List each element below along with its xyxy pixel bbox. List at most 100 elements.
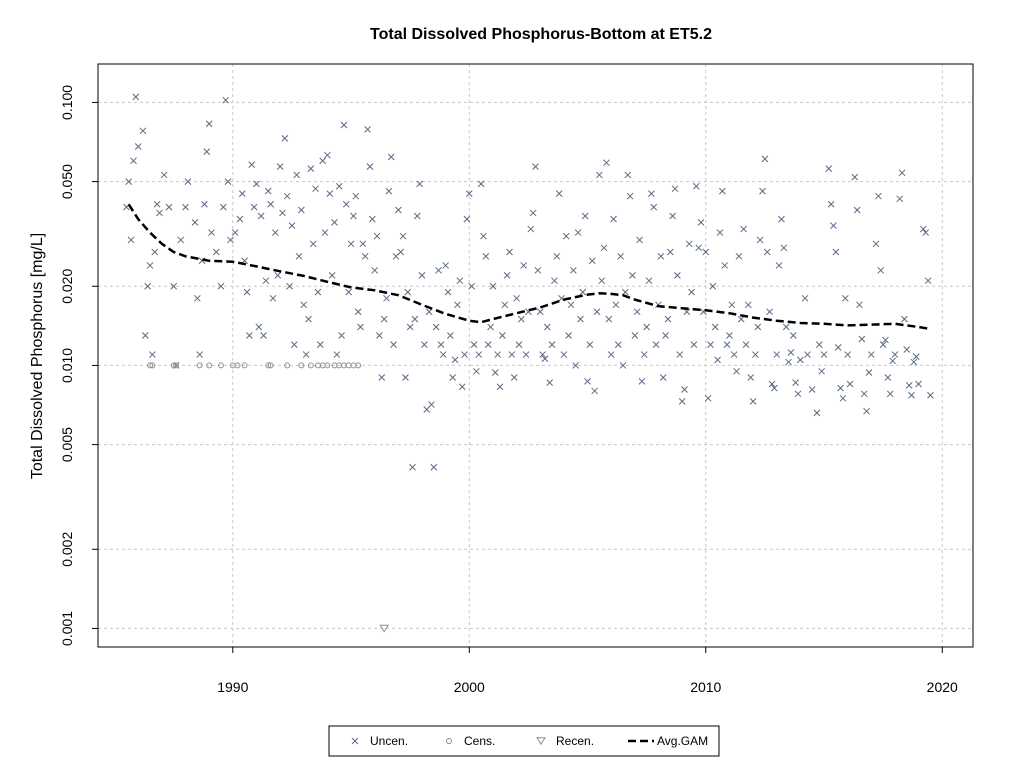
uncensored-point (383, 294, 390, 302)
y-tick-label: 0.005 (59, 427, 75, 462)
uncensored-point (272, 229, 279, 236)
uncensored-point (539, 351, 546, 358)
uncensored-point (444, 288, 452, 296)
uncensored-point (411, 315, 419, 323)
uncensored-point (584, 377, 591, 385)
uncensored-point (494, 351, 502, 358)
uncensored-point (463, 215, 471, 223)
uncensored-point (804, 351, 811, 358)
uncensored-point (775, 262, 783, 269)
uncensored-point (910, 358, 918, 366)
uncensored-point (600, 244, 608, 252)
uncensored-point (468, 282, 476, 290)
uncensored-point (309, 240, 317, 248)
legend: Uncen. Cens. Recen. Avg.GAM (328, 725, 720, 757)
uncensored-point (465, 190, 473, 197)
uncensored-point (759, 187, 766, 195)
uncensored-point (612, 301, 620, 309)
uncensored-point (747, 374, 755, 381)
y-tick-label: 0.050 (59, 164, 75, 199)
uncensored-point (579, 288, 587, 296)
uncensored-point (702, 248, 710, 256)
uncensored-point (640, 351, 648, 358)
uncensored-point (927, 391, 934, 399)
uncensored-point (536, 308, 544, 316)
uncensored-point (768, 380, 776, 388)
uncensored-point (879, 341, 887, 348)
uncensored-point (269, 294, 277, 302)
uncensored-point (267, 200, 274, 208)
uncensored-point (335, 182, 343, 190)
uncensored-point (295, 252, 303, 260)
uncensored-point (286, 282, 293, 290)
uncensored-point (449, 374, 457, 381)
uncensored-point (127, 236, 135, 244)
uncensored-point (548, 341, 556, 348)
uncensored-point (496, 383, 504, 391)
legend-x-icon (351, 737, 359, 745)
uncensored-point (560, 351, 568, 358)
censored-point (206, 362, 213, 369)
uncensored-point (832, 248, 840, 256)
uncensored-point (551, 277, 558, 285)
uncensored-point (238, 190, 246, 197)
uncensored-point (513, 294, 520, 302)
uncensored-point (846, 380, 854, 388)
uncensored-point (737, 315, 745, 323)
uncensored-point (430, 463, 438, 471)
uncensored-point (685, 240, 693, 248)
uncensored-point (293, 171, 301, 179)
uncensored-point (347, 240, 355, 248)
uncensored-point (418, 272, 426, 279)
uncensored-point (860, 390, 868, 398)
uncensored-point (312, 185, 319, 193)
uncensored-point (749, 398, 757, 405)
uncensored-point (626, 192, 634, 200)
uncensored-point (300, 301, 308, 309)
uncensored-point (245, 332, 253, 339)
uncensored-point (319, 157, 327, 165)
uncensored-point (730, 351, 738, 358)
uncensored-point (723, 341, 731, 348)
uncensored-point (331, 218, 338, 226)
uncensored-point (482, 252, 490, 260)
uncensored-point (156, 209, 163, 217)
uncensored-point (345, 288, 353, 296)
uncensored-point (364, 126, 371, 133)
uncensored-point (522, 351, 530, 358)
chart-title: Total Dissolved Phosphorus-Bottom at ET5… (370, 26, 712, 43)
y-tick-label: 0.100 (59, 85, 75, 120)
uncensored-point (633, 308, 641, 316)
legend-item: Avg.GAM (628, 734, 708, 748)
legend-item: Cens. (446, 734, 495, 748)
uncensored-point (527, 225, 535, 233)
uncensored-point (792, 379, 799, 387)
uncensored-point (624, 171, 632, 179)
uncensored-point (387, 153, 395, 161)
uncensored-point (534, 266, 542, 274)
uncensored-point (789, 332, 797, 339)
x-axis: 1990 2000 2010 2020 (217, 647, 958, 695)
censored-point (307, 362, 314, 369)
uncensored-point (830, 222, 837, 230)
uncensored-point (508, 351, 516, 358)
uncensored-point (253, 180, 260, 188)
uncensored-point (726, 332, 733, 339)
uncensored-point (912, 353, 920, 360)
uncensored-point (454, 301, 461, 309)
uncensored-point (572, 362, 580, 369)
y-tick-label: 0.010 (59, 348, 75, 383)
uncensored-point (780, 244, 788, 252)
censored-point (234, 362, 241, 369)
uncensored-point (919, 225, 927, 233)
uncensored-point (839, 394, 847, 402)
uncensored-point (404, 288, 412, 296)
uncensored-point (314, 288, 322, 296)
uncensored-point (543, 323, 551, 331)
uncensored-point (752, 351, 759, 358)
y-axis-label: Total Dissolved Phosphorus [mg/L] (29, 233, 46, 479)
uncensored-point (659, 374, 667, 381)
uncensored-point (891, 351, 899, 358)
uncensored-point (416, 180, 423, 188)
uncensored-point (255, 323, 263, 331)
